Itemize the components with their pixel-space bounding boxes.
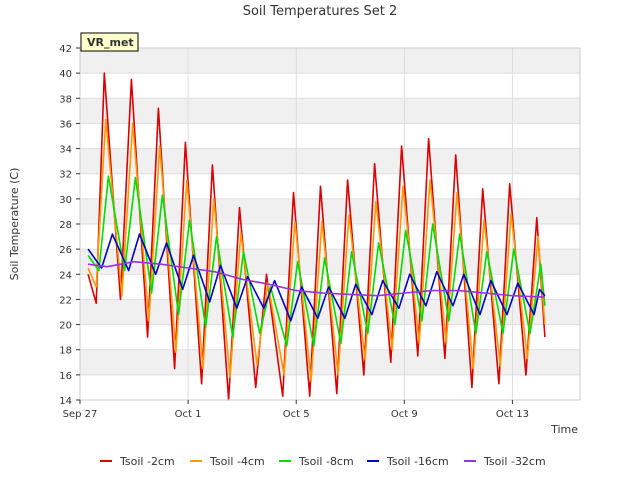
plot-band <box>80 148 580 174</box>
y-tick-label: 20 <box>59 321 72 332</box>
x-tick-label: Oct 13 <box>496 409 529 420</box>
x-tick-label: Sep 27 <box>63 409 98 420</box>
axes: 14 16 18 20 22 24 26 28 30 32 34 36 38 40 42 Sep 27 Oct … <box>59 44 581 420</box>
series-line-2 <box>87 175 546 347</box>
series-line-1 <box>87 118 546 382</box>
plot-band <box>80 98 580 124</box>
legend-label: Tsoil -8cm <box>298 455 354 468</box>
y-tick-label: 22 <box>59 295 72 306</box>
vr-met-annotation: VR_met <box>80 32 139 52</box>
plot-band <box>80 349 580 375</box>
x-tick-label: Oct 9 <box>391 409 418 420</box>
legend-label: Tsoil -2cm <box>119 455 175 468</box>
chart-title: Soil Temperatures Set 2 <box>243 4 398 19</box>
series-lines <box>87 72 546 401</box>
x-axis-label: Time <box>550 423 578 436</box>
y-tick-label: 38 <box>59 94 72 105</box>
y-tick-label: 36 <box>59 119 72 130</box>
y-tick-label: 32 <box>59 170 72 181</box>
y-tick-label: 14 <box>59 396 72 407</box>
legend-label: Tsoil -32cm <box>483 455 546 468</box>
legend: Tsoil -2cm Tsoil -4cm Tsoil -8cm Tsoil -16c… <box>100 455 546 468</box>
series-line-3 <box>87 233 546 322</box>
y-tick-label: 30 <box>59 195 72 206</box>
annotation-label: VR_met <box>87 36 134 49</box>
y-tick-label: 24 <box>59 270 72 281</box>
legend-label: Tsoil -4cm <box>209 455 265 468</box>
y-tick-label: 18 <box>59 346 72 357</box>
x-tick-label: Oct 5 <box>283 409 310 420</box>
y-axis-label: Soil Temperature (C) <box>8 168 21 281</box>
y-tick-label: 26 <box>59 245 72 256</box>
annotation-box <box>80 32 139 52</box>
plot-band <box>80 48 580 74</box>
legend-label: Tsoil -16cm <box>386 455 449 468</box>
y-tick-label: 40 <box>59 69 72 80</box>
y-tick-label: 28 <box>59 220 72 231</box>
y-tick-label: 34 <box>59 145 72 156</box>
x-tick-label: Oct 1 <box>175 409 202 420</box>
series-line-4 <box>87 260 545 298</box>
y-tick-label: 16 <box>59 371 72 382</box>
y-tick-label: 42 <box>59 44 72 55</box>
